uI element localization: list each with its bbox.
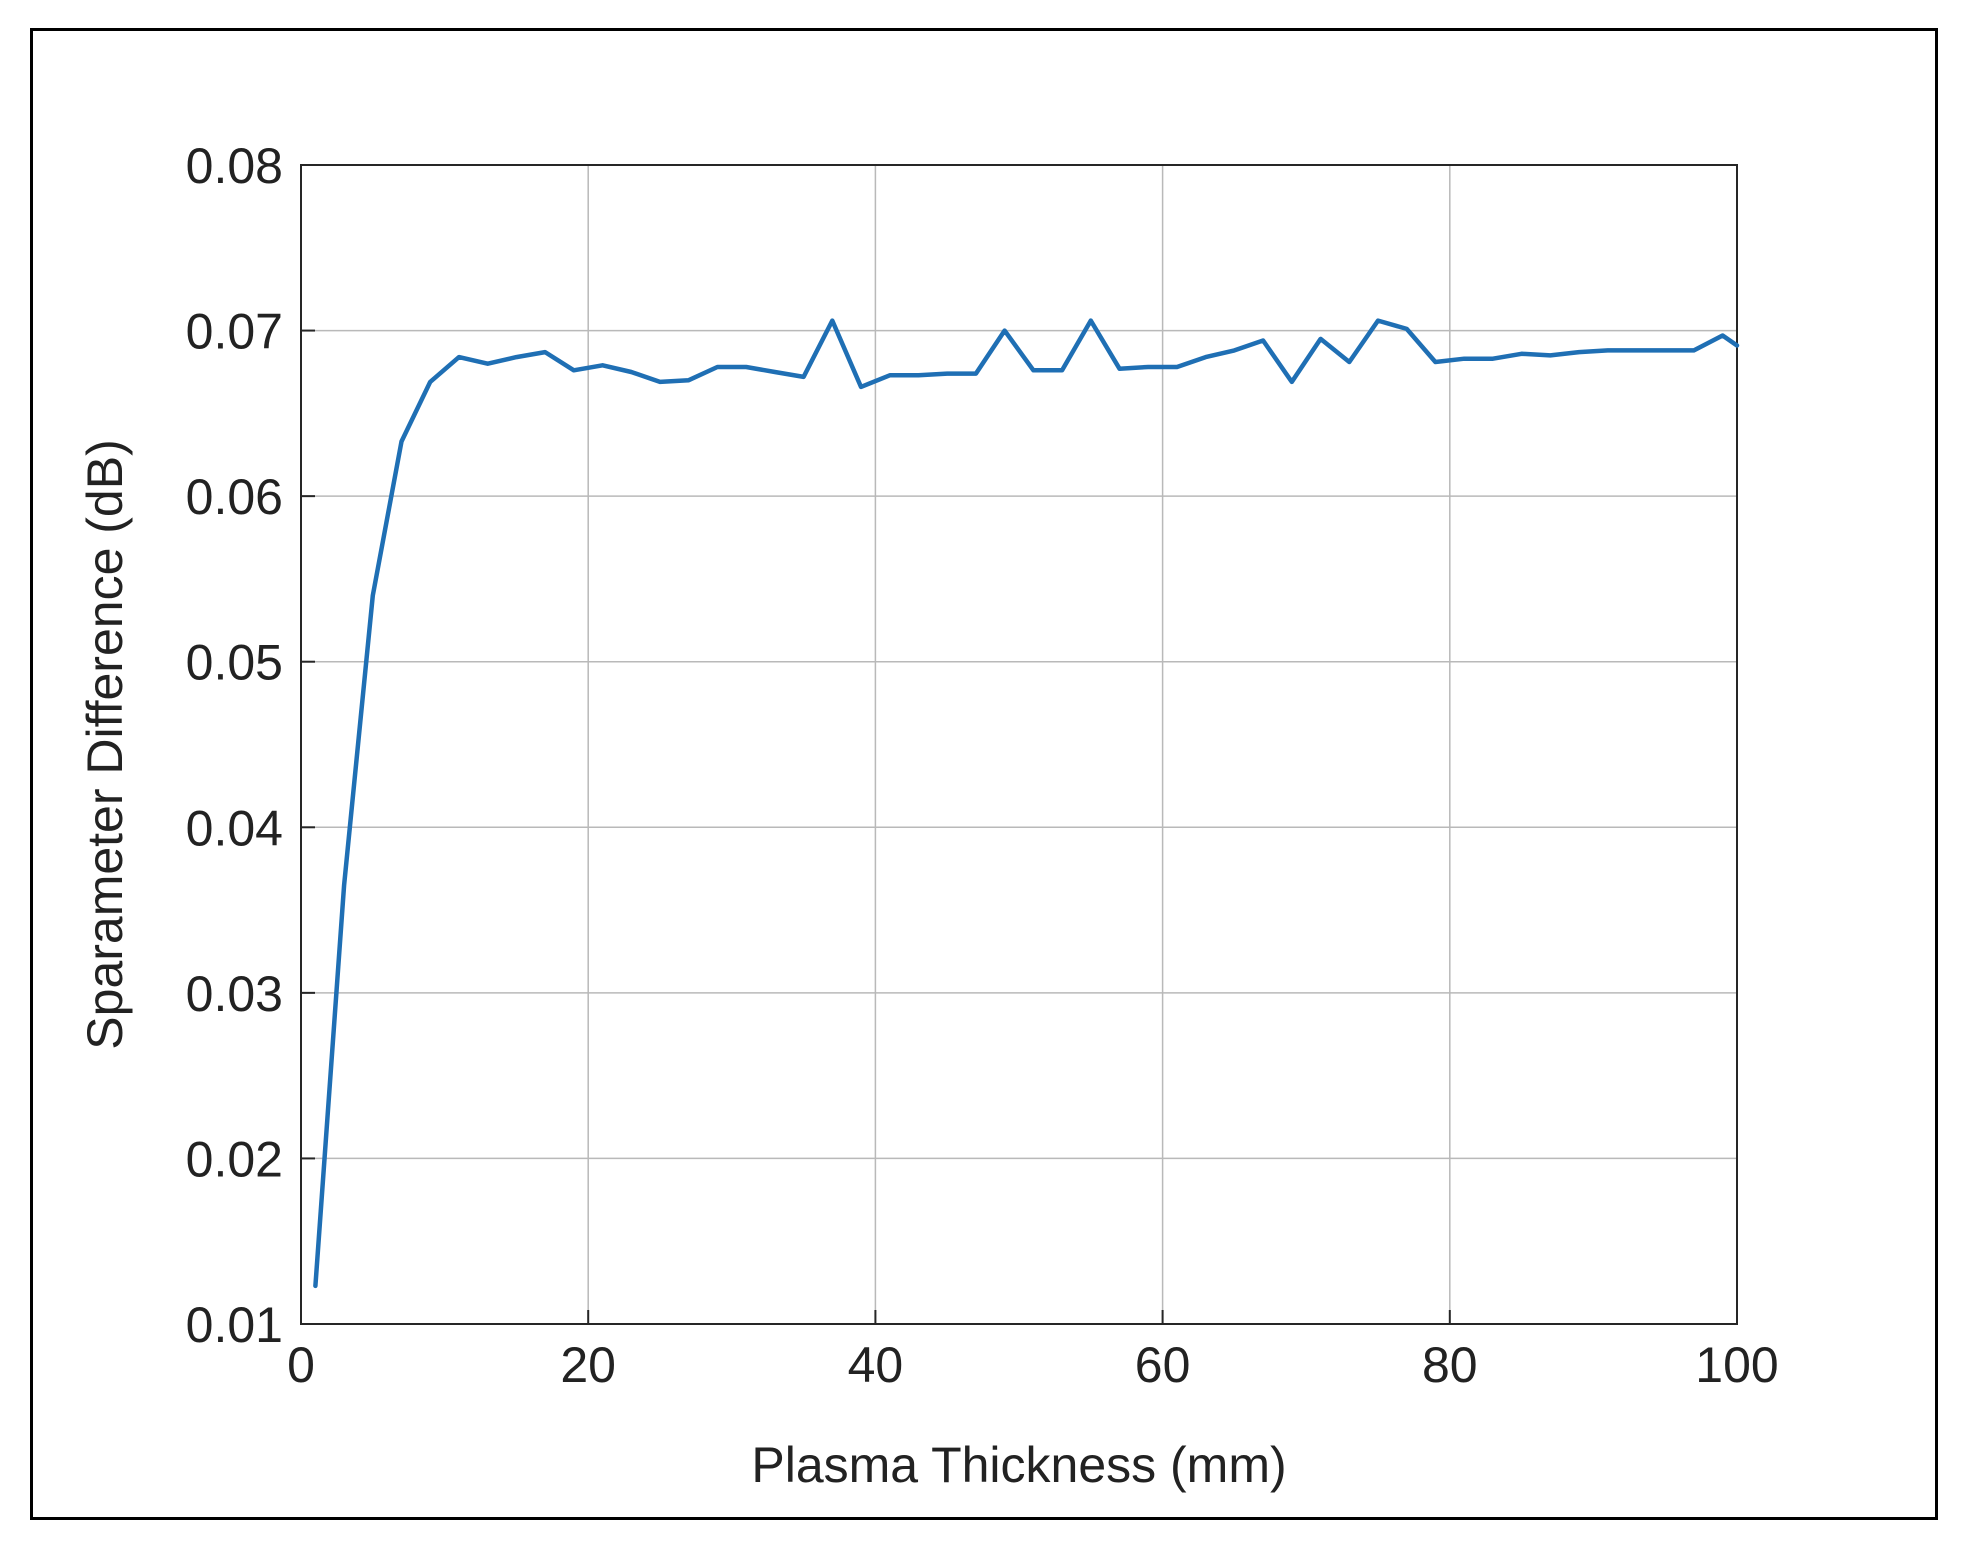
- y-tick-label: 0.02: [186, 1131, 283, 1187]
- y-tick-label: 0.07: [186, 304, 283, 360]
- x-tick-label: 80: [1422, 1337, 1478, 1393]
- y-tick-label: 0.05: [186, 635, 283, 691]
- x-tick-label: 60: [1135, 1337, 1191, 1393]
- y-tick-label: 0.04: [186, 800, 283, 856]
- x-tick-label: 20: [560, 1337, 616, 1393]
- y-tick-label: 0.08: [186, 138, 283, 194]
- y-tick-label: 0.01: [186, 1297, 283, 1353]
- y-tick-label: 0.03: [186, 966, 283, 1022]
- y-axis-title: Sparameter Difference (dB): [77, 439, 133, 1049]
- x-axis-title: Plasma Thickness (mm): [751, 1437, 1286, 1493]
- series-line: [313, 318, 1740, 1289]
- x-tick-label: 0: [287, 1337, 315, 1393]
- axis-ticks: 0 20 40 60 80 100 0.01 0.02 0.03 0.04 0.05 0.06 0.07…: [186, 138, 1779, 1393]
- figure-frame: [30, 28, 1938, 1520]
- y-tick-label: 0.06: [186, 469, 283, 525]
- plot-area: [300, 164, 1738, 1325]
- x-tick-label: 100: [1695, 1337, 1778, 1393]
- x-tick-label: 40: [848, 1337, 904, 1393]
- grid: [300, 164, 1738, 1325]
